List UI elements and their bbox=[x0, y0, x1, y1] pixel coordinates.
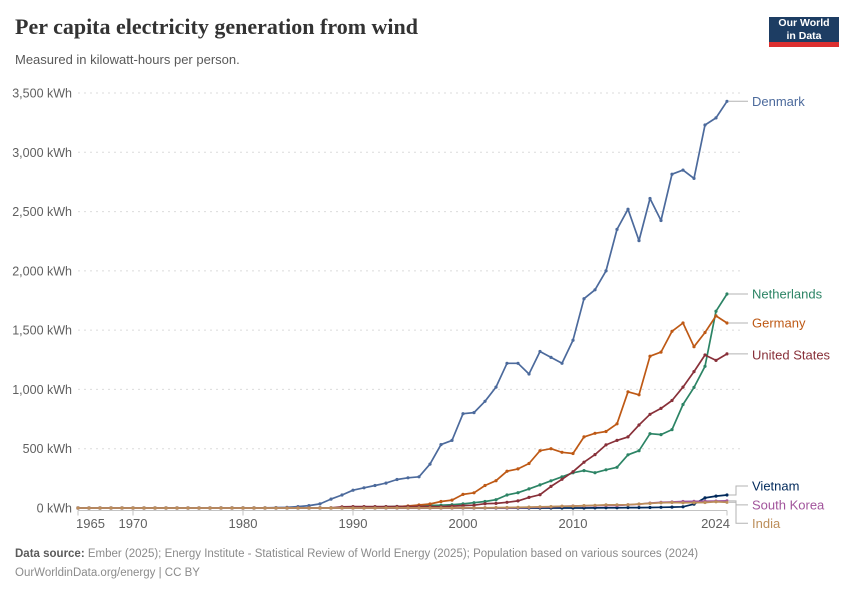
y-tick-label: 1,000 kWh bbox=[12, 383, 72, 397]
x-tick-label: 1970 bbox=[119, 516, 148, 531]
series-united-states[interactable] bbox=[76, 352, 729, 510]
legend-connector bbox=[729, 501, 748, 524]
y-tick-label: 0 kWh bbox=[37, 502, 72, 516]
legend-label-united-states[interactable]: United States bbox=[752, 347, 831, 362]
y-tick-label: 3,500 kWh bbox=[12, 87, 72, 101]
y-tick-label: 2,000 kWh bbox=[12, 264, 72, 278]
source-label: Data source: bbox=[15, 548, 85, 560]
series-netherlands[interactable] bbox=[76, 292, 729, 510]
legend-label-india[interactable]: India bbox=[752, 516, 781, 531]
chart-footer: Data source: Ember (2025); Energy Instit… bbox=[15, 545, 698, 583]
source-text: Ember (2025); Energy Institute - Statist… bbox=[84, 548, 699, 560]
y-tick-label: 2,500 kWh bbox=[12, 205, 72, 219]
series-germany[interactable] bbox=[76, 314, 729, 510]
series-india[interactable] bbox=[76, 500, 729, 510]
series-denmark[interactable] bbox=[76, 99, 729, 510]
y-tick-label: 500 kWh bbox=[23, 442, 72, 456]
x-tick-label: 2010 bbox=[559, 516, 588, 531]
license-line[interactable]: OurWorldinData.org/energy | CC BY bbox=[15, 566, 200, 579]
page-title: Per capita electricity generation from w… bbox=[15, 14, 419, 39]
source-line: Data source: Ember (2025); Energy Instit… bbox=[15, 545, 698, 564]
page-subtitle: Measured in kilowatt-hours per person. bbox=[15, 52, 240, 67]
owid-logo[interactable]: Our World in Data bbox=[769, 17, 839, 47]
y-tick-label: 1,500 kWh bbox=[12, 324, 72, 338]
x-tick-label: 1965 bbox=[76, 516, 105, 531]
owid-logo-line2: in Data bbox=[786, 29, 822, 42]
legend-connector bbox=[729, 485, 748, 496]
legend-label-south-korea[interactable]: South Korea bbox=[752, 497, 825, 512]
x-tick-label: 2000 bbox=[449, 516, 478, 531]
legend-label-denmark[interactable]: Denmark bbox=[752, 94, 805, 109]
x-tick-label: 1980 bbox=[229, 516, 258, 531]
legend-connector bbox=[729, 500, 748, 506]
owid-logo-line1: Our World bbox=[778, 17, 830, 30]
x-tick-label: 1990 bbox=[339, 516, 368, 531]
legend-label-germany[interactable]: Germany bbox=[752, 316, 806, 331]
y-tick-label: 3,000 kWh bbox=[12, 146, 72, 160]
legend-label-netherlands[interactable]: Netherlands bbox=[752, 287, 823, 302]
legend-label-vietnam[interactable]: Vietnam bbox=[752, 479, 799, 494]
x-tick-label: 2024 bbox=[701, 516, 730, 531]
